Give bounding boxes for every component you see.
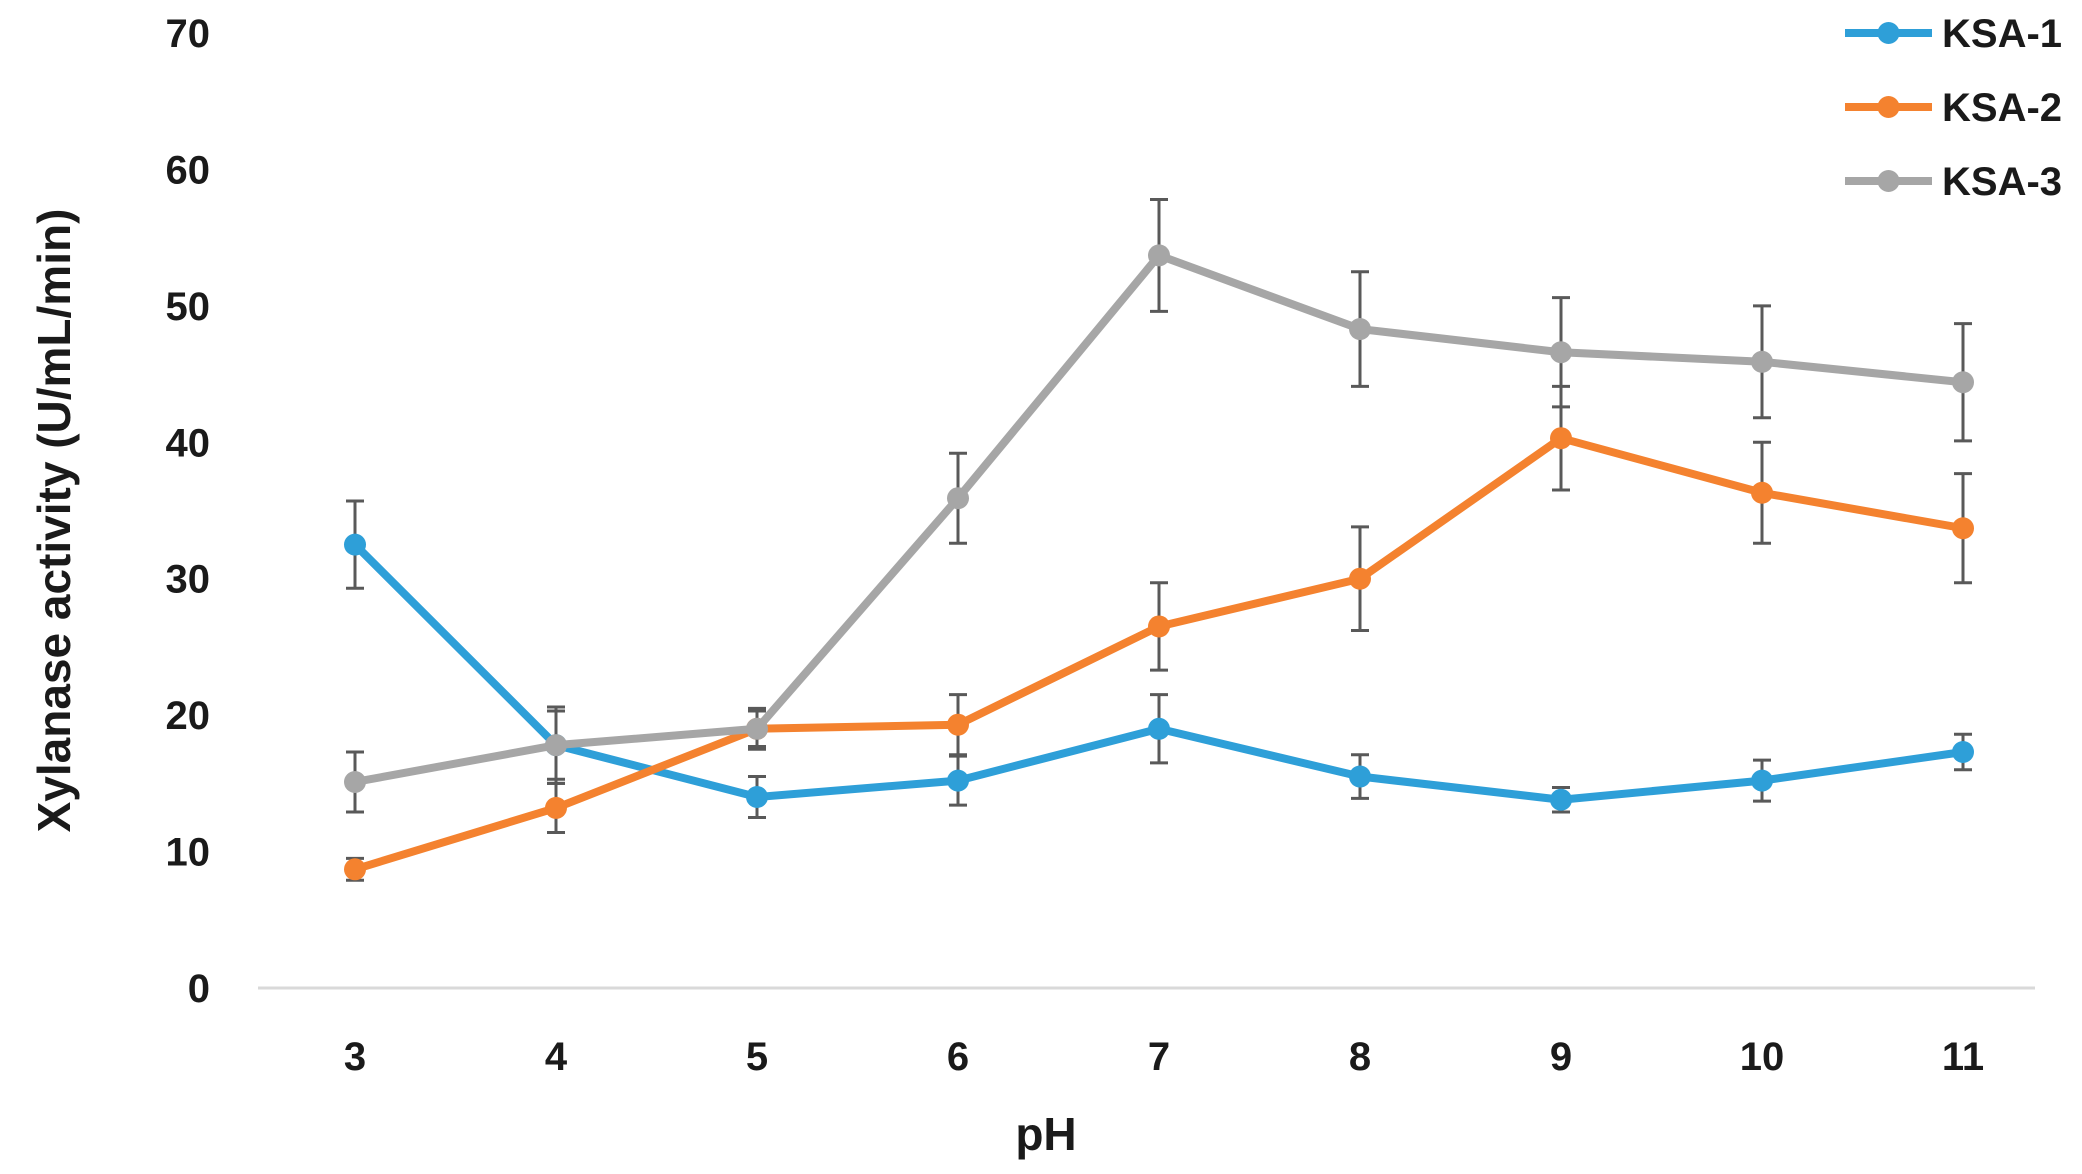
legend-item-ksa-1: KSA-1	[1845, 12, 2062, 56]
data-point	[1148, 717, 1170, 740]
data-point	[1952, 371, 1974, 394]
y-tick-label: 30	[166, 558, 211, 602]
x-tick-labels: 3 4 5 6 7 8 9 10 11	[344, 1035, 1984, 1079]
x-tick-label: 10	[1740, 1035, 1785, 1079]
data-point	[1148, 615, 1170, 638]
data-point	[947, 487, 969, 510]
y-tick-label: 10	[166, 831, 211, 875]
data-point	[1952, 740, 1974, 763]
x-axis-title: pH	[1015, 1108, 1076, 1160]
legend-item-ksa-3: KSA-3	[1845, 160, 2062, 204]
y-tick-label: 60	[166, 148, 211, 192]
y-tick-label: 50	[166, 285, 211, 329]
y-tick-label: 20	[166, 694, 211, 738]
x-tick-label: 4	[545, 1035, 568, 1079]
legend-label: KSA-3	[1942, 160, 2062, 204]
data-point	[1349, 318, 1371, 341]
data-point	[545, 796, 567, 819]
data-point	[1550, 427, 1572, 450]
data-point	[344, 858, 366, 881]
x-tick-label: 7	[1148, 1035, 1170, 1079]
x-tick-label: 3	[344, 1035, 366, 1079]
legend: KSA-1 KSA-2 KSA-3	[1845, 12, 2062, 204]
data-point	[1148, 244, 1170, 267]
data-point	[344, 770, 366, 793]
y-tick-label: 0	[188, 967, 210, 1011]
data-point	[746, 717, 768, 740]
data-point	[1751, 350, 1773, 373]
data-point	[1952, 517, 1974, 540]
legend-label: KSA-1	[1942, 12, 2062, 56]
legend-swatch-marker	[1877, 170, 1900, 192]
data-point	[545, 734, 567, 757]
data-point	[1550, 341, 1572, 364]
y-axis-title: Xylanase activity (U/mL/min)	[28, 209, 80, 833]
series-ksa-3	[344, 197, 1974, 814]
legend-swatch-marker	[1877, 96, 1900, 118]
legend-swatch-marker	[1877, 22, 1900, 44]
series-layer	[344, 197, 1974, 882]
x-tick-label: 8	[1349, 1035, 1371, 1079]
x-tick-label: 5	[746, 1035, 768, 1079]
data-point	[1349, 765, 1371, 788]
x-tick-label: 9	[1550, 1035, 1572, 1079]
series-ksa-1	[344, 499, 1974, 819]
data-point	[1751, 769, 1773, 792]
data-point	[1550, 788, 1572, 811]
y-tick-labels: 0 10 20 30 40 50 60 70	[166, 12, 211, 1011]
legend-item-ksa-2: KSA-2	[1845, 86, 2062, 130]
data-point	[1349, 567, 1371, 590]
y-tick-label: 70	[166, 12, 211, 56]
legend-label: KSA-2	[1942, 86, 2062, 130]
data-point	[746, 786, 768, 808]
y-tick-label: 40	[166, 421, 211, 465]
data-point	[1751, 481, 1773, 504]
data-point	[947, 713, 969, 736]
x-tick-label: 11	[1942, 1035, 1984, 1079]
data-point	[947, 769, 969, 792]
data-point	[344, 533, 366, 556]
x-tick-label: 6	[947, 1035, 969, 1079]
series-ksa-2	[344, 384, 1974, 882]
